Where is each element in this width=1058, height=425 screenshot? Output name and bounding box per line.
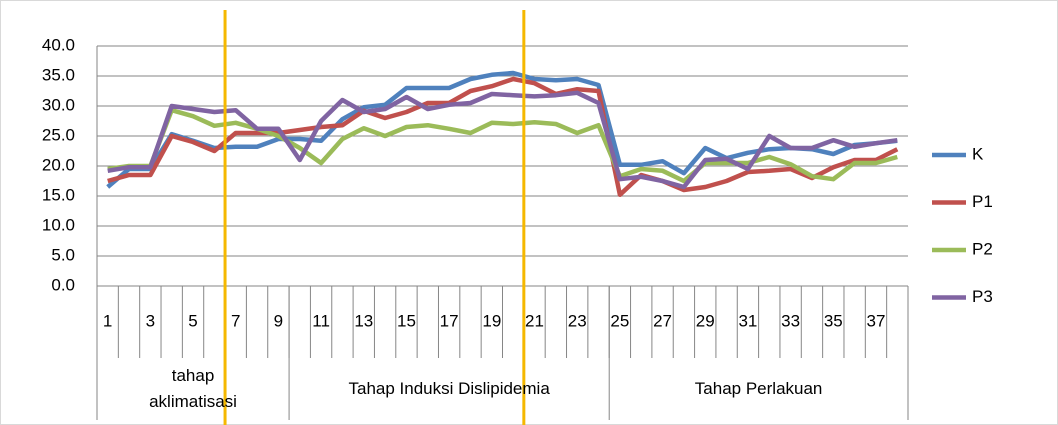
legend-label: P1 bbox=[972, 192, 993, 211]
group-label: tahap aklimatisasi bbox=[149, 366, 237, 411]
series-line bbox=[107, 90, 898, 190]
x-tick-label: 17 bbox=[440, 311, 459, 330]
x-tick-label: 9 bbox=[274, 311, 283, 330]
x-tick-label: 7 bbox=[231, 311, 240, 330]
group-label: Tahap Perlakuan bbox=[694, 379, 823, 398]
x-tick-label: 31 bbox=[738, 311, 757, 330]
y-tick-label: 35.0 bbox=[42, 65, 75, 84]
y-tick-label: 30.0 bbox=[42, 95, 75, 114]
legend-label: P2 bbox=[972, 239, 993, 258]
x-tick-label: 25 bbox=[610, 311, 629, 330]
x-tick-label: 5 bbox=[188, 311, 197, 330]
y-tick-label: 20.0 bbox=[42, 155, 75, 174]
series-line bbox=[106, 70, 898, 189]
x-tick-label: 21 bbox=[525, 311, 544, 330]
y-tick-label: 15.0 bbox=[42, 185, 75, 204]
x-tick-label: 35 bbox=[824, 311, 843, 330]
y-tick-label: 25.0 bbox=[42, 125, 75, 144]
x-tick-label: 27 bbox=[653, 311, 672, 330]
legend-label: P3 bbox=[972, 287, 993, 306]
legend-label: K bbox=[972, 144, 984, 163]
y-tick-label: 0.0 bbox=[51, 275, 75, 294]
x-tick-label: 29 bbox=[696, 311, 715, 330]
x-tick-label: 23 bbox=[568, 311, 587, 330]
x-tick-label: 19 bbox=[482, 311, 501, 330]
group-label: Tahap Induksi Dislipidemia bbox=[348, 379, 550, 398]
x-tick-label: 15 bbox=[397, 311, 416, 330]
y-tick-label: 5.0 bbox=[51, 245, 75, 264]
x-tick-label: 13 bbox=[354, 311, 373, 330]
x-tick-label: 1 bbox=[103, 311, 112, 330]
y-tick-label: 40.0 bbox=[42, 35, 75, 54]
series-line bbox=[107, 76, 899, 198]
x-tick-label: 33 bbox=[781, 311, 800, 330]
x-tick-label: 11 bbox=[312, 311, 330, 330]
series-line bbox=[107, 107, 898, 184]
x-tick-label: 3 bbox=[146, 311, 155, 330]
y-tick-label: 10.0 bbox=[42, 215, 75, 234]
x-tick-label: 37 bbox=[867, 311, 886, 330]
